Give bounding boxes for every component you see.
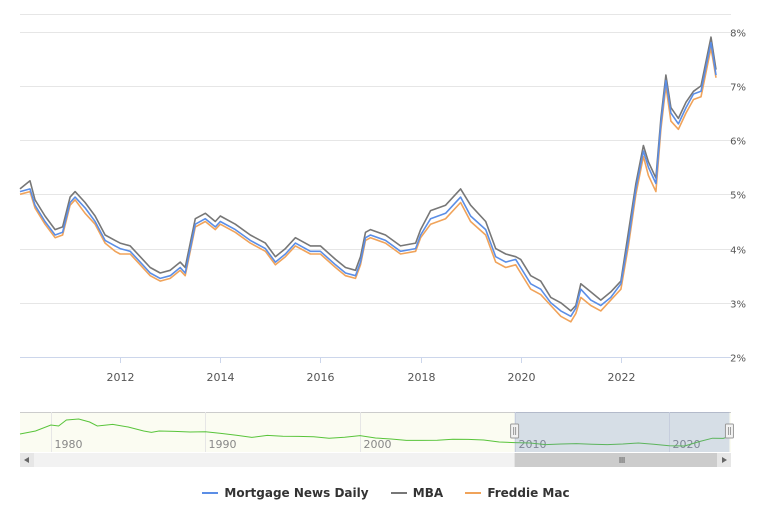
legend-label-freddie: Freddie Mac — [487, 486, 570, 500]
y-tick-label: 5% — [730, 191, 746, 202]
legend-line-icon — [465, 492, 482, 494]
y-tick-label: 7% — [730, 83, 746, 94]
navigator-tick-label: 2020 — [673, 438, 701, 451]
x-axis: 2012 2014 2016 2018 2020 2022 — [20, 357, 731, 384]
legend-label-mba: MBA — [412, 486, 444, 500]
series-line-mortgage-news-daily — [19, 41, 717, 318]
arrow-right-icon — [722, 457, 727, 463]
legend-line-icon — [390, 492, 407, 494]
x-tick-label: 2020 — [508, 371, 536, 384]
navigator-tick-label: 2010 — [519, 438, 547, 451]
series-line-mba — [19, 36, 717, 312]
series-lines — [19, 36, 717, 323]
navigator-tick-label: 1980 — [55, 438, 83, 451]
navigator-tick-label: 1990 — [209, 438, 237, 451]
navigator-handle-right[interactable] — [724, 423, 734, 439]
navigator-selected-range[interactable] — [514, 412, 730, 452]
legend-item-mba[interactable]: MBA — [390, 486, 444, 500]
y-tick-label: 4% — [730, 246, 746, 257]
navigator-tick-label: 2000 — [364, 438, 392, 451]
y-tick-label: 3% — [730, 300, 746, 311]
y-gridlines — [20, 14, 731, 358]
x-tick-label: 2022 — [608, 371, 636, 384]
x-tick-label: 2014 — [207, 371, 235, 384]
navigator-handle-left[interactable] — [510, 423, 520, 439]
y-axis-ticks: 2% 3% 4% 5% 6% 7% 8% — [730, 29, 746, 365]
series-line-freddie-mac — [19, 47, 717, 323]
navigator-series-line — [19, 418, 730, 447]
x-tick-label: 2012 — [107, 371, 135, 384]
legend: Mortgage News Daily MBA Freddie Mac — [0, 483, 772, 500]
y-tick-label: 8% — [730, 29, 746, 40]
legend-item-freddie[interactable]: Freddie Mac — [465, 486, 570, 500]
y-tick-label: 6% — [730, 137, 746, 148]
x-tick-label: 2016 — [307, 371, 335, 384]
navigator-background — [20, 412, 731, 452]
x-tick-label: 2018 — [408, 371, 436, 384]
legend-line-icon — [202, 492, 219, 494]
legend-label-mnd: Mortgage News Daily — [224, 486, 369, 500]
y-tick-label: 2% — [730, 354, 746, 365]
arrow-left-icon — [24, 457, 29, 463]
navigator[interactable]: 1980 1990 2000 2010 2020 — [19, 412, 734, 467]
legend-item-mnd[interactable]: Mortgage News Daily — [202, 486, 369, 500]
